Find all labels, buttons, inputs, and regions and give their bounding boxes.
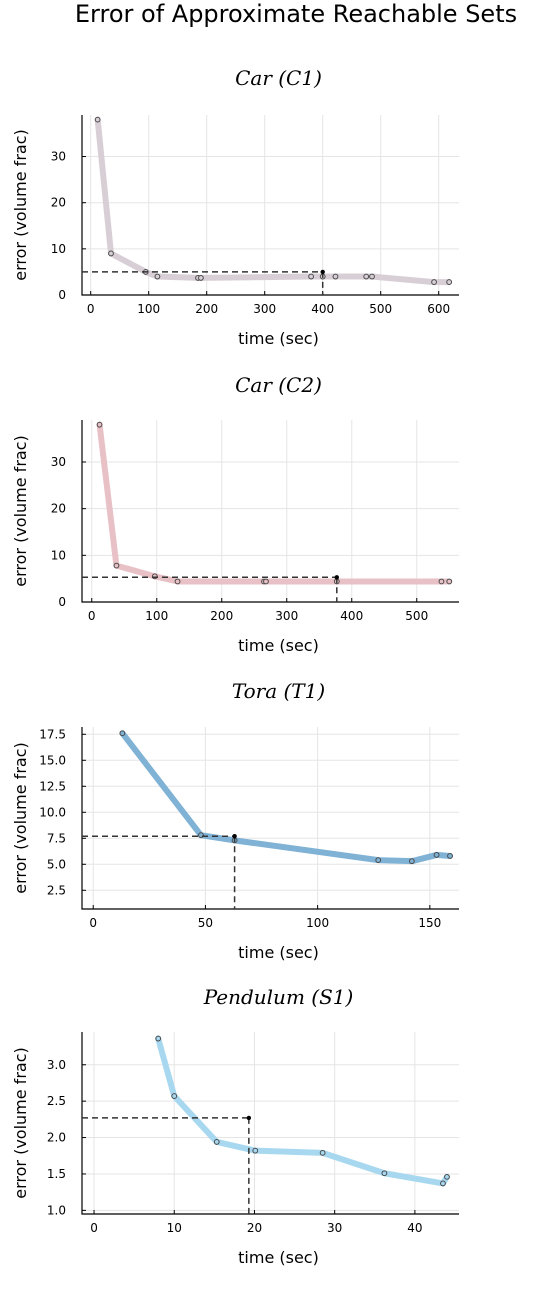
y-tick-label: 1.0 bbox=[47, 1203, 66, 1217]
y-tick-label: 2.5 bbox=[47, 883, 66, 897]
x-tick-label: 100 bbox=[145, 609, 168, 623]
chart-panel-1: Car (C1) 0 100 200 300 400 500 600 0 10 20 30 time (… bbox=[11, 66, 459, 348]
data-point bbox=[444, 1173, 450, 1180]
y-tick-label: 0 bbox=[58, 595, 66, 609]
data-point bbox=[319, 1149, 326, 1156]
data-point bbox=[446, 578, 453, 585]
panel-title: Car (C1) bbox=[235, 66, 322, 90]
x-tick-label: 500 bbox=[405, 609, 428, 623]
data-point bbox=[446, 279, 453, 285]
series-line bbox=[94, 116, 453, 286]
y-tick-label: 20 bbox=[51, 502, 66, 516]
y-axis-label: error (volume frac) bbox=[11, 129, 30, 280]
data-point bbox=[438, 578, 445, 585]
y-tick-label: 7.5 bbox=[47, 831, 66, 845]
x-tick-label: 600 bbox=[427, 302, 450, 316]
data-point bbox=[171, 1093, 178, 1099]
data-point bbox=[94, 116, 101, 123]
data-point bbox=[119, 730, 126, 737]
chart-panel-2: Car (C2) 0 100 200 300 400 500 0 10 20 30 time (sec… bbox=[11, 373, 459, 655]
data-point bbox=[154, 273, 161, 280]
data-point bbox=[308, 273, 315, 280]
x-axis-label: time (sec) bbox=[238, 1248, 319, 1267]
panel-title: Tora (T1) bbox=[232, 679, 325, 703]
panel-title: Car (C2) bbox=[235, 373, 322, 397]
y-tick-label: 5.0 bbox=[47, 857, 66, 871]
y-tick-label: 10 bbox=[51, 242, 66, 256]
x-tick-label: 100 bbox=[306, 916, 329, 930]
axis-frame bbox=[81, 1032, 459, 1215]
marker-point bbox=[334, 575, 339, 580]
data-point bbox=[332, 273, 339, 280]
data-point bbox=[96, 421, 103, 428]
y-tick-label: 30 bbox=[51, 150, 66, 164]
x-tick-label: 500 bbox=[369, 302, 392, 316]
x-tick-label: 400 bbox=[340, 609, 363, 623]
chart-panel-4: Pendulum (S1) 0 10 20 30 40 1.0 1.5 2.0 2.5 3.0 tim… bbox=[11, 985, 459, 1267]
x-tick-label: 150 bbox=[418, 916, 441, 930]
y-tick-label: 2.5 bbox=[47, 1094, 66, 1108]
marker-point bbox=[246, 1115, 252, 1121]
x-axis-label: time (sec) bbox=[238, 329, 319, 348]
data-point bbox=[433, 852, 440, 858]
x-tick-label: 0 bbox=[90, 1221, 98, 1235]
data-point bbox=[252, 1147, 259, 1154]
x-tick-label: 40 bbox=[407, 1221, 422, 1235]
data-point bbox=[447, 853, 453, 859]
y-tick-label: 3.0 bbox=[47, 1058, 66, 1072]
x-tick-label: 300 bbox=[275, 609, 298, 623]
data-point bbox=[375, 857, 382, 864]
x-tick-label: 100 bbox=[137, 302, 160, 316]
x-tick-label: 20 bbox=[247, 1221, 262, 1235]
series-line bbox=[155, 1035, 450, 1187]
x-tick-label: 50 bbox=[198, 916, 213, 930]
data-point bbox=[431, 279, 437, 285]
data-point bbox=[108, 250, 114, 257]
y-tick-label: 2.0 bbox=[47, 1131, 66, 1145]
y-tick-label: 20 bbox=[51, 196, 66, 210]
x-tick-label: 10 bbox=[167, 1221, 182, 1235]
data-point bbox=[408, 858, 415, 865]
x-axis-label: time (sec) bbox=[238, 943, 319, 962]
data-point bbox=[155, 1035, 162, 1042]
y-axis-label: error (volume frac) bbox=[11, 435, 30, 586]
x-tick-label: 300 bbox=[253, 302, 276, 316]
x-tick-label: 400 bbox=[311, 302, 334, 316]
y-axis-label: error (volume frac) bbox=[11, 742, 30, 893]
data-point bbox=[369, 273, 375, 280]
panel-title: Pendulum (S1) bbox=[203, 985, 354, 1009]
data-point bbox=[113, 562, 120, 569]
y-tick-label: 17.5 bbox=[39, 727, 66, 741]
axis-frame bbox=[81, 727, 459, 910]
y-tick-label: 12.5 bbox=[39, 779, 66, 793]
x-axis-label: time (sec) bbox=[238, 636, 319, 655]
data-point bbox=[174, 578, 181, 585]
y-axis-label: error (volume frac) bbox=[11, 1047, 30, 1198]
x-tick-label: 0 bbox=[87, 302, 95, 316]
data-point bbox=[381, 1170, 388, 1177]
y-tick-label: 15.0 bbox=[39, 753, 66, 767]
series-line bbox=[119, 730, 454, 865]
data-point bbox=[263, 578, 269, 585]
y-tick-label: 1.5 bbox=[47, 1167, 66, 1181]
x-tick-label: 0 bbox=[89, 916, 97, 930]
x-tick-label: 200 bbox=[210, 609, 233, 623]
data-point bbox=[198, 275, 204, 281]
x-tick-label: 200 bbox=[195, 302, 218, 316]
data-point bbox=[363, 273, 370, 280]
data-point bbox=[213, 1139, 220, 1145]
marker-point bbox=[232, 834, 237, 839]
chart-panel-3: Tora (T1) 0 50 100 150 2.5 5.0 7.5 10.0 12.5 15.0 1… bbox=[11, 679, 459, 962]
series-line bbox=[96, 421, 453, 585]
y-tick-label: 10.0 bbox=[39, 805, 66, 819]
x-tick-label: 0 bbox=[88, 609, 96, 623]
y-tick-label: 0 bbox=[58, 288, 66, 302]
marker-point bbox=[320, 269, 325, 275]
x-tick-label: 30 bbox=[327, 1221, 342, 1235]
y-tick-label: 30 bbox=[51, 455, 66, 469]
y-tick-label: 10 bbox=[51, 548, 66, 562]
data-point bbox=[440, 1180, 446, 1187]
figure-title: Error of Approximate Reachable Sets bbox=[75, 0, 517, 28]
